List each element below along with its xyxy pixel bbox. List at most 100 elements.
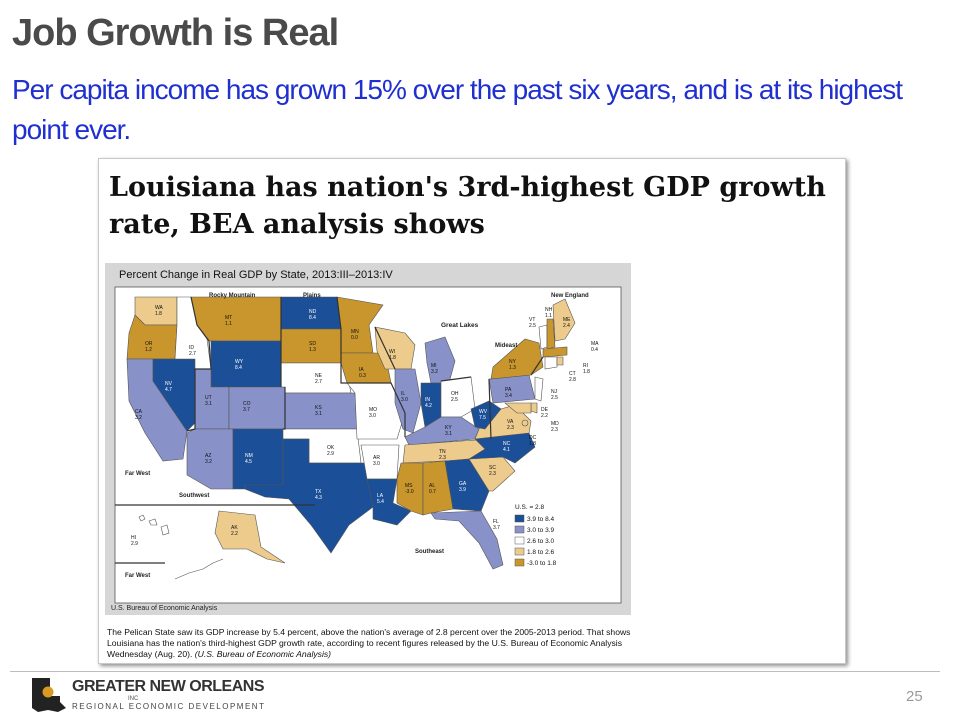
label-ny: NY 1.3 — [509, 359, 517, 371]
article-screenshot: Louisiana has nation's 3rd-highest GDP g… — [98, 158, 846, 664]
legend-swatch — [514, 536, 525, 545]
state-al — [422, 460, 454, 516]
gno-logo: GREATER NEW ORLEANS INC REGIONAL ECONOMI… — [28, 674, 264, 716]
label-ak: AK 2.2 — [231, 525, 238, 537]
legend-swatch — [514, 525, 525, 534]
state-ri — [556, 356, 564, 366]
state-co — [228, 386, 286, 430]
label-az: AZ 3.2 — [205, 453, 212, 465]
legend-swatch — [514, 514, 525, 523]
label-hi: HI 2.9 — [131, 535, 138, 547]
state-md — [504, 402, 532, 414]
label-mt: MT 1.1 — [225, 315, 232, 327]
label-md: MD 2.3 — [551, 421, 559, 433]
label-ma: MA 0.4 — [591, 341, 599, 353]
region-mideast: Mideast — [495, 343, 517, 349]
label-ms: MS -3.0 — [405, 483, 414, 495]
label-ca: CA 3.2 — [135, 409, 143, 421]
state-dc — [521, 419, 529, 427]
state-me — [552, 298, 576, 342]
label-nm: NM 4.5 — [245, 453, 253, 465]
caption-text: The Pelican State saw its GDP increase b… — [107, 627, 631, 659]
label-nc: NC 4.1 — [503, 441, 511, 453]
label-wa: WA 1.8 — [155, 305, 164, 317]
label-id: ID 2.7 — [189, 345, 196, 357]
legend-item: -3.0 to 1.8 — [514, 558, 557, 567]
state-ak — [214, 510, 286, 564]
state-ct — [544, 356, 558, 370]
state-ga — [444, 458, 490, 512]
legend-label: -3.0 to 1.8 — [527, 560, 557, 567]
label-wy: WY 8.4 — [235, 359, 244, 371]
caption-credit: (U.S. Bureau of Economic Analysis) — [194, 649, 332, 659]
label-nj: NJ 2.5 — [551, 389, 558, 401]
label-al: AL 0.7 — [429, 483, 436, 495]
map-title: Percent Change in Real GDP by State, 201… — [119, 269, 393, 281]
label-ky: KY 3.1 — [445, 425, 452, 437]
us-state-map: Rocky Mountain Plains New England Great … — [114, 286, 622, 604]
label-sc: SC 2.3 — [489, 465, 496, 477]
state-pa — [488, 374, 536, 404]
label-dc: DC 1.8 — [529, 435, 537, 447]
label-de: DE 2.2 — [541, 407, 549, 419]
state-ma — [542, 346, 568, 358]
label-oh: OH 2.5 — [451, 391, 459, 403]
legend-label: 2.6 to 3.0 — [527, 538, 554, 545]
label-ut: UT 3.1 — [205, 395, 212, 407]
state-la — [366, 478, 412, 526]
region-southwest: Southwest — [179, 493, 209, 499]
label-co: CO 3.7 — [243, 401, 251, 413]
legend-item: 3.9 to 8.4 — [514, 514, 554, 523]
label-ok: OK 2.9 — [327, 445, 335, 457]
slide-title: Job Growth is Real — [12, 12, 339, 54]
region-southeast: Southeast — [415, 549, 444, 555]
legend-item: 2.6 to 3.0 — [514, 536, 554, 545]
gdp-map-figure: Percent Change in Real GDP by State, 201… — [105, 263, 631, 615]
label-ia: IA 0.3 — [359, 367, 366, 379]
label-la: LA 5.4 — [377, 493, 384, 505]
legend-item: 3.0 to 3.9 — [514, 525, 554, 534]
label-ar: AR 3.0 — [373, 455, 380, 467]
legend-item: 1.8 to 2.6 — [514, 547, 554, 556]
state-wv — [470, 400, 502, 430]
label-ne: NE 2.7 — [315, 373, 323, 385]
label-mi: MI 3.2 — [431, 363, 438, 375]
article-headline: Louisiana has nation's 3rd-highest GDP g… — [109, 172, 826, 240]
state-hi — [138, 514, 170, 536]
legend-label: 1.8 to 2.6 — [527, 549, 554, 556]
label-tn: TN 2.3 — [439, 449, 446, 461]
slide-subtitle: Per capita income has grown 15% over the… — [12, 74, 903, 145]
state-nm — [232, 428, 284, 490]
label-ga: GA 3.9 — [459, 481, 467, 493]
state-tx — [244, 438, 374, 554]
label-ri: RI 1.8 — [583, 363, 590, 375]
label-tx: TX 4.3 — [315, 489, 322, 501]
label-ks: KS 3.1 — [315, 405, 322, 417]
state-labels: WA 1.8 OR 1.2 CA 3.2 NV 4.7 ID 2.7 MT 1.1 WY 8.… — [131, 305, 599, 547]
region-rocky-mountain: Rocky Mountain — [209, 293, 256, 299]
label-va: VA 2.3 — [507, 419, 514, 431]
label-vt: VT 2.5 — [529, 317, 536, 329]
region-plains: Plains — [303, 293, 321, 299]
page-number: 25 — [906, 688, 923, 705]
state-oh — [440, 376, 476, 418]
legend-label: 3.0 to 3.9 — [527, 527, 554, 534]
state-ny — [490, 338, 544, 380]
label-wi: WI 1.8 — [389, 349, 396, 361]
legend-label: 3.9 to 8.4 — [527, 516, 554, 523]
label-pa: PA 3.4 — [505, 387, 512, 399]
region-borders — [115, 296, 544, 564]
region-far-west-2: Far West — [125, 573, 150, 579]
logo-name: GREATER NEW ORLEANS — [72, 678, 264, 695]
state-nc — [468, 432, 536, 464]
label-in: IN 4.2 — [425, 397, 432, 409]
footer-divider — [10, 671, 940, 672]
state-ar — [360, 444, 400, 480]
label-nd: ND 8.4 — [309, 309, 317, 321]
region-far-west: Far West — [125, 471, 150, 477]
label-me: ME 2.4 — [563, 317, 571, 329]
label-wv: WV 7.5 — [479, 409, 488, 421]
alaska-islands — [174, 558, 224, 580]
map-legend: U.S. = 2.8 3.9 to 8.4 3.0 to 3.9 2.6 to … — [514, 504, 557, 567]
region-new-england: New England — [551, 293, 589, 299]
